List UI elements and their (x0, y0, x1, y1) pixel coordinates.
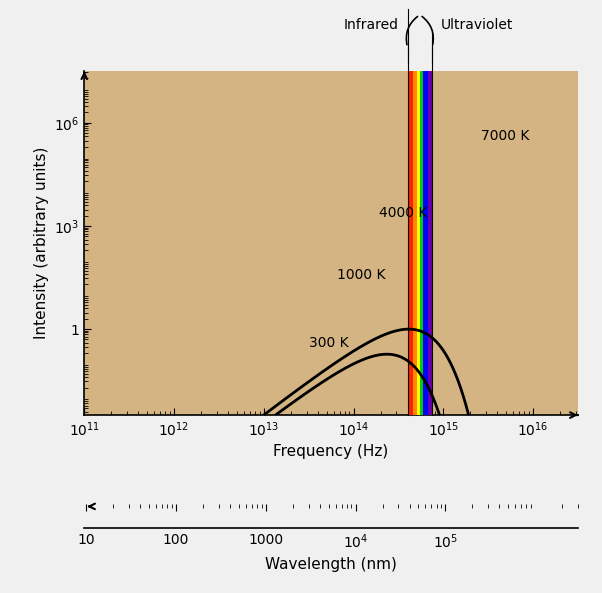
X-axis label: Frequency (Hz): Frequency (Hz) (273, 444, 389, 459)
Text: 1000 K: 1000 K (337, 269, 385, 282)
Y-axis label: Intensity (arbitrary units): Intensity (arbitrary units) (34, 147, 49, 339)
X-axis label: Wavelength (nm): Wavelength (nm) (265, 557, 397, 572)
Text: Infrared: Infrared (344, 18, 399, 32)
Text: Ultraviolet: Ultraviolet (441, 18, 514, 32)
Bar (423, 71, 428, 415)
Bar (408, 71, 413, 415)
Text: 300 K: 300 K (309, 336, 349, 350)
Bar (413, 71, 417, 415)
Text: 4000 K: 4000 K (379, 206, 427, 220)
Bar (428, 71, 432, 415)
Text: 7000 K: 7000 K (480, 129, 529, 143)
Bar (420, 71, 423, 415)
Bar (417, 71, 420, 415)
